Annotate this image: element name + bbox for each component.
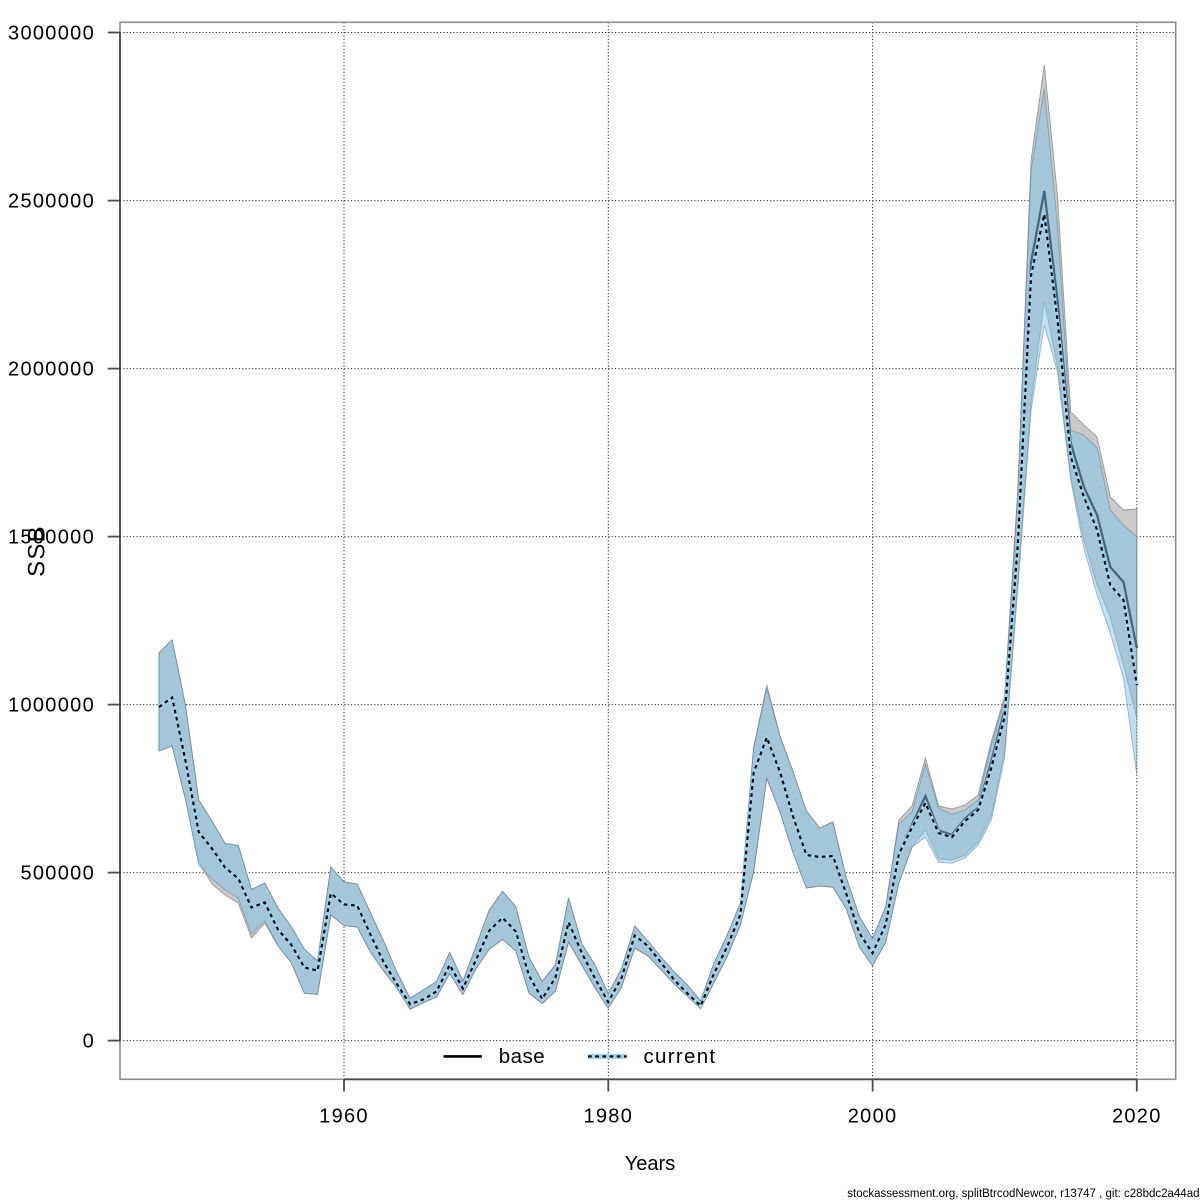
svg-text:0: 0 <box>83 1031 95 1053</box>
svg-text:1000000: 1000000 <box>8 695 95 717</box>
svg-text:3000000: 3000000 <box>8 23 95 45</box>
svg-text:1980: 1980 <box>583 1106 633 1128</box>
svg-text:1500000: 1500000 <box>8 527 95 549</box>
svg-text:500000: 500000 <box>20 863 95 885</box>
svg-text:stockassessment.org, splitBtrc: stockassessment.org, splitBtrcodNewcor, … <box>847 1188 1199 1200</box>
svg-text:2020: 2020 <box>1112 1106 1162 1128</box>
svg-text:1960: 1960 <box>319 1106 369 1128</box>
svg-text:base: base <box>499 1045 545 1068</box>
svg-text:Years: Years <box>625 1153 675 1175</box>
svg-text:2000000: 2000000 <box>8 359 95 381</box>
svg-text:2000: 2000 <box>848 1106 898 1128</box>
svg-text:current: current <box>644 1045 717 1068</box>
svg-text:2500000: 2500000 <box>8 191 95 213</box>
svg-text:SSB: SSB <box>24 525 51 577</box>
